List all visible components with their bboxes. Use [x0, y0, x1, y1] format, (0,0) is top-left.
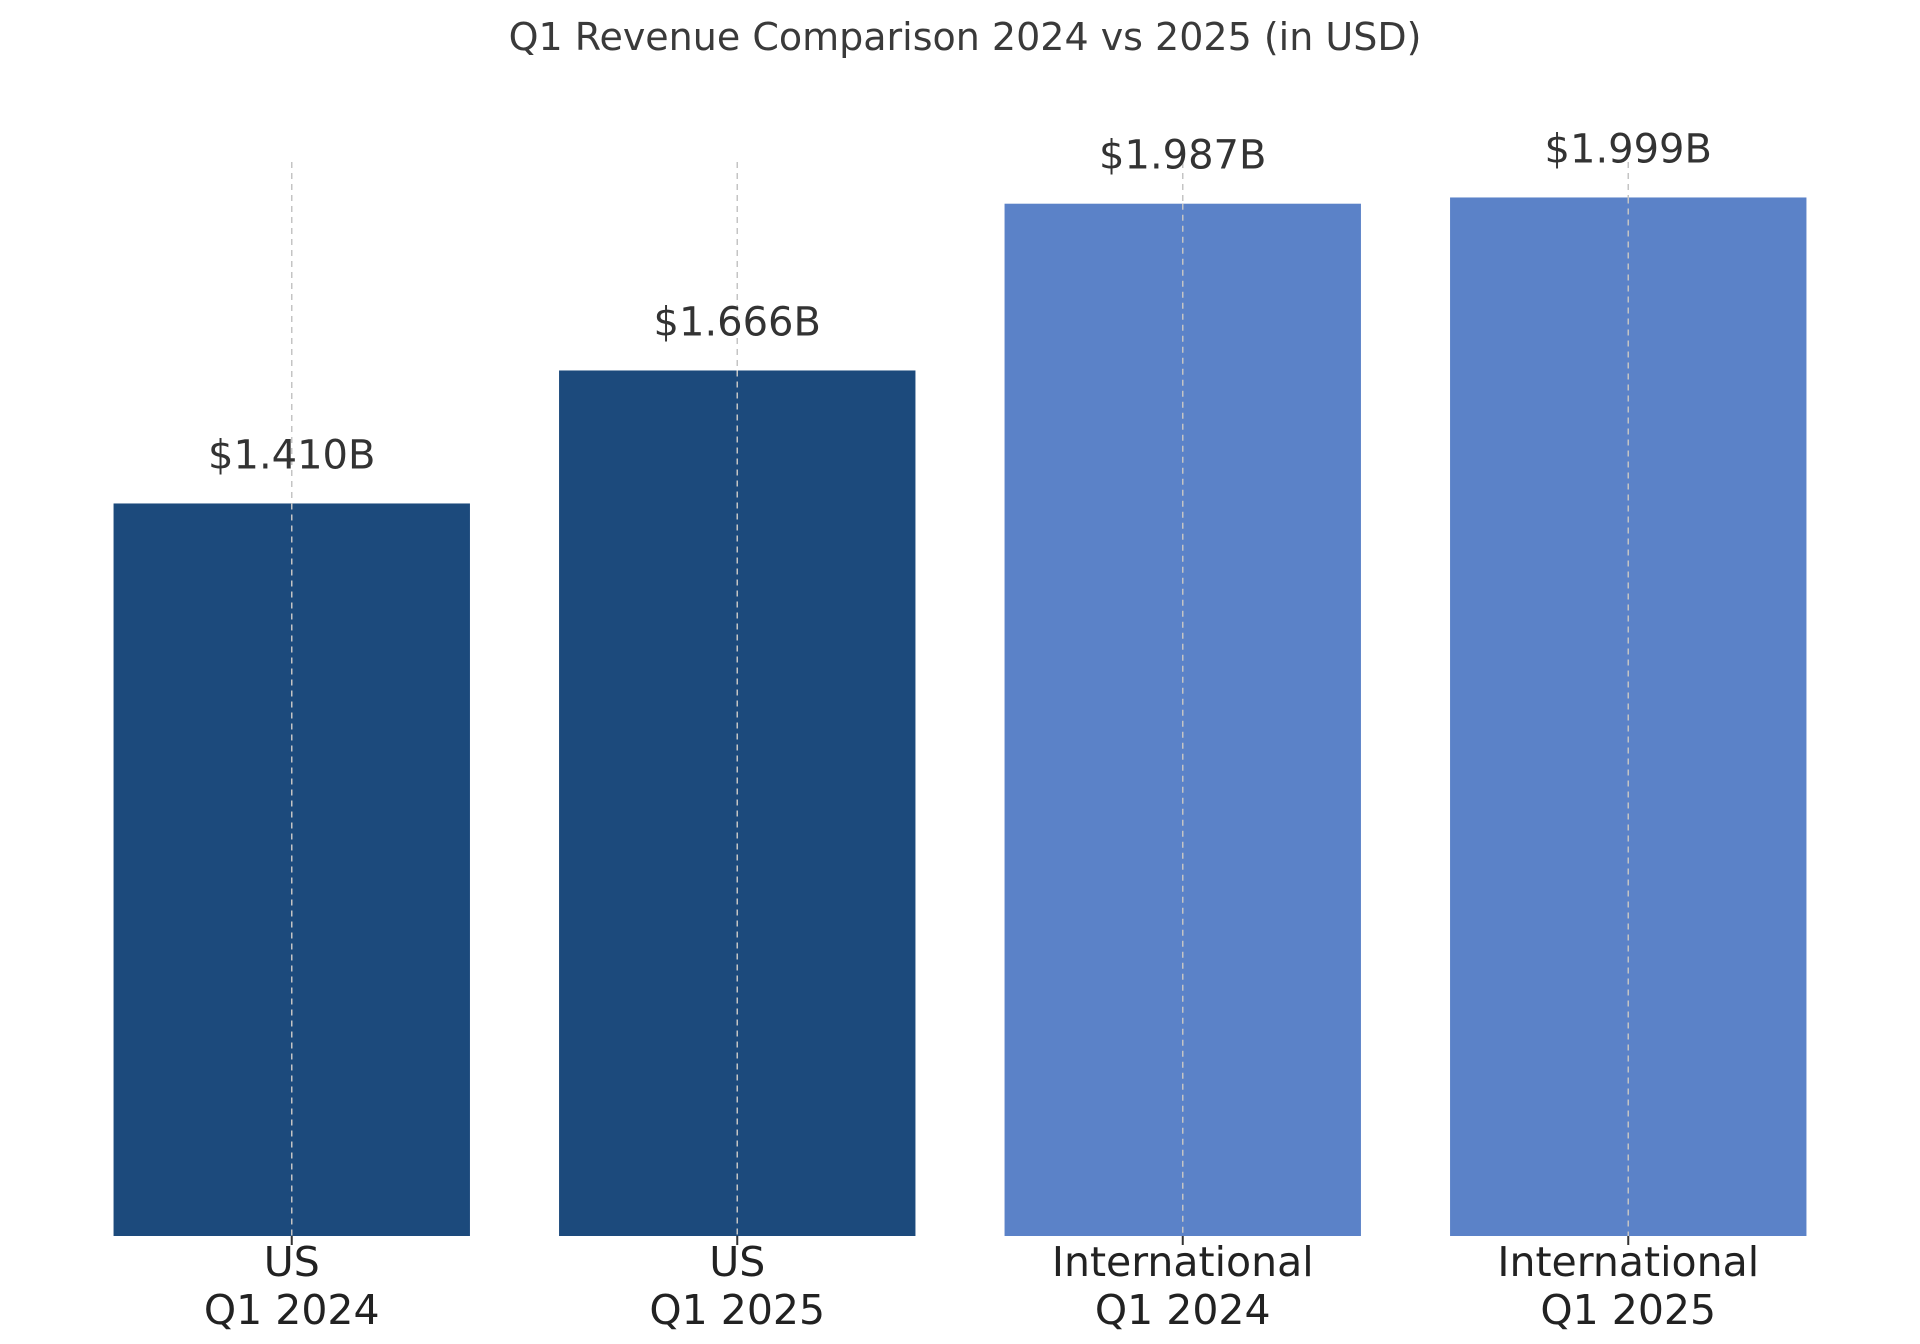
x-tick-label: US Q1 2025 [649, 1238, 825, 1334]
x-tick-label: International Q1 2024 [1052, 1238, 1314, 1334]
x-tick-label: International Q1 2025 [1497, 1238, 1759, 1334]
x-axis-ticks-layer: US Q1 2024 US Q1 2025 International Q1 2024 In… [204, 1236, 1759, 1334]
value-labels-layer: $1.410B $1.666B $1.987B $1.999B [208, 126, 1712, 478]
bar-value-label: $1.999B [1545, 126, 1712, 172]
x-tick-label: US Q1 2024 [204, 1238, 380, 1334]
chart-title: Q1 Revenue Comparison 2024 vs 2025 (in U… [509, 15, 1422, 59]
gridline-overlay-layer [291, 197, 1629, 1236]
grid-layer [291, 162, 1629, 1236]
bar-value-label: $1.410B [208, 432, 375, 478]
bars-layer [113, 197, 1807, 1237]
bar-value-label: $1.666B [654, 299, 821, 345]
bar-value-label: $1.987B [1099, 133, 1266, 179]
